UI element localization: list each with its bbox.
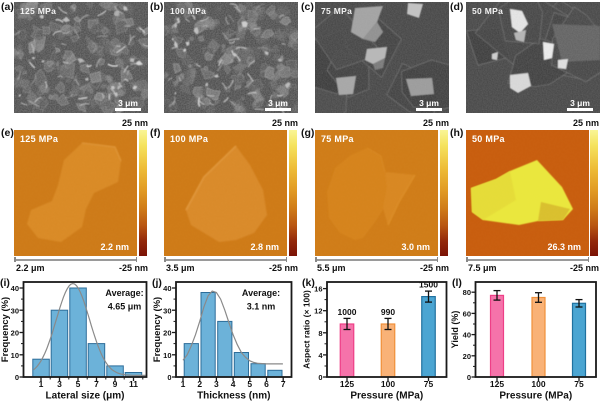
svg-text:100: 100 (381, 379, 395, 389)
svg-text:75: 75 (424, 379, 434, 389)
svg-text:125: 125 (490, 379, 504, 389)
svg-text:0: 0 (467, 373, 471, 382)
svg-text:3 μm: 3 μm (570, 98, 590, 108)
svg-text:Thickness (nm): Thickness (nm) (197, 391, 270, 401)
svg-text:Average:: Average: (242, 288, 280, 298)
svg-text:Pressure (MPa): Pressure (MPa) (499, 391, 572, 401)
svg-text:4: 4 (318, 351, 323, 360)
svg-text:8: 8 (318, 329, 322, 338)
svg-text:Lateral size (μm): Lateral size (μm) (46, 391, 125, 401)
svg-text:3 μm: 3 μm (118, 98, 138, 108)
svg-text:20: 20 (11, 329, 19, 338)
svg-text:1: 1 (39, 379, 44, 389)
svg-text:5: 5 (247, 379, 252, 389)
svg-text:100 MPa: 100 MPa (170, 6, 206, 16)
svg-text:125 MPa: 125 MPa (20, 6, 56, 16)
svg-text:Yield (%): Yield (%) (450, 311, 460, 349)
svg-text:Average:: Average: (105, 288, 143, 298)
svg-text:40: 40 (163, 284, 171, 293)
svg-text:0: 0 (318, 373, 322, 382)
svg-text:3: 3 (214, 379, 219, 389)
svg-text:11: 11 (129, 379, 138, 389)
svg-text:16: 16 (314, 285, 322, 294)
svg-text:Aspect ratio (× 100): Aspect ratio (× 100) (302, 290, 312, 369)
svg-text:50 MPa: 50 MPa (472, 6, 503, 16)
svg-text:(j): (j) (152, 277, 162, 289)
svg-text:0: 0 (167, 373, 171, 382)
svg-text:30: 30 (163, 306, 171, 315)
svg-text:(k): (k) (302, 277, 315, 289)
svg-text:0: 0 (15, 373, 19, 382)
svg-text:7: 7 (281, 379, 286, 389)
svg-text:75: 75 (574, 379, 584, 389)
svg-text:6: 6 (264, 379, 269, 389)
svg-text:80: 80 (463, 288, 471, 297)
svg-text:Frequency (%): Frequency (%) (0, 297, 11, 362)
svg-text:1: 1 (181, 379, 186, 389)
svg-text:7: 7 (94, 379, 99, 389)
svg-text:3 μm: 3 μm (419, 98, 439, 108)
svg-text:12: 12 (314, 307, 322, 316)
svg-text:3: 3 (57, 379, 62, 389)
svg-text:(i): (i) (0, 277, 10, 289)
svg-text:75 MPa: 75 MPa (321, 6, 352, 16)
svg-text:40: 40 (11, 284, 19, 293)
svg-text:40: 40 (463, 331, 471, 340)
svg-text:60: 60 (463, 309, 471, 318)
svg-text:2: 2 (197, 379, 202, 389)
svg-text:Frequency (%): Frequency (%) (152, 297, 163, 362)
svg-text:1500: 1500 (419, 280, 438, 290)
svg-text:3 μm: 3 μm (268, 98, 288, 108)
svg-text:4: 4 (231, 379, 236, 389)
svg-text:9: 9 (113, 379, 118, 389)
svg-text:990: 990 (381, 307, 395, 317)
svg-text:3.1 nm: 3.1 nm (247, 302, 276, 312)
svg-text:10: 10 (163, 351, 171, 360)
svg-text:100: 100 (531, 379, 545, 389)
svg-text:Pressure (MPa): Pressure (MPa) (350, 391, 423, 401)
svg-text:1000: 1000 (338, 307, 357, 317)
svg-text:(l): (l) (452, 277, 462, 289)
svg-text:125: 125 (340, 379, 354, 389)
svg-text:20: 20 (163, 329, 171, 338)
svg-text:10: 10 (11, 351, 19, 360)
svg-text:30: 30 (11, 306, 19, 315)
svg-text:5: 5 (76, 379, 81, 389)
svg-text:20: 20 (463, 352, 471, 361)
svg-text:4.65 μm: 4.65 μm (108, 302, 142, 312)
